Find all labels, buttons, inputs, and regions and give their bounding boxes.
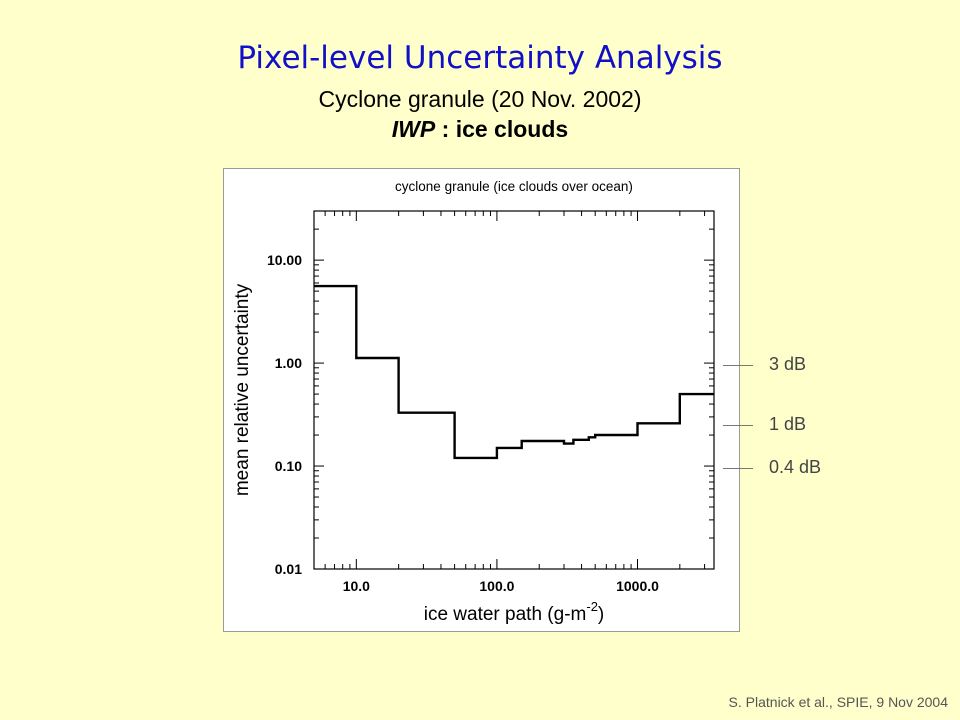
x-axis-label: ice water path (g-m-2)	[424, 599, 605, 625]
plot-frame	[313, 210, 715, 570]
y-tick-label: 0.10	[275, 458, 302, 474]
y-tick-label: 1.00	[275, 355, 302, 371]
x-tick-label: 100.0	[479, 578, 514, 594]
uncertainty-step-line	[314, 284, 714, 460]
iwp-label: IWP	[391, 116, 436, 142]
x-axis-label-end: )	[598, 604, 604, 625]
y-axis-label: mean relative uncertainty	[232, 283, 253, 496]
y-tick-label: 10.00	[267, 252, 302, 268]
slide-title: Pixel-level Uncertainty Analysis	[237, 40, 723, 76]
db-marker-line	[723, 468, 753, 470]
ice-clouds-label: : ice clouds	[435, 116, 569, 142]
db-marker-line	[723, 425, 753, 427]
tick-layer: 10.0 100.0 1000.0 0.01 0.10 1.00 10.00	[267, 210, 714, 594]
db-marker-label: 3 dB	[769, 354, 807, 375]
x-tick-label: 10.0	[343, 578, 370, 594]
slide-subtitle: Cyclone granule (20 Nov. 2002)	[318, 86, 642, 112]
chart-title: cyclone granule (ice clouds over ocean)	[395, 179, 633, 194]
x-axis-label-sup: -2	[586, 599, 598, 614]
db-marker-line	[723, 365, 753, 367]
slide-subtitle-iwp: IWP : ice clouds	[0, 116, 960, 143]
db-marker-label: 0.4 dB	[769, 457, 822, 478]
citation-credit: S. Platnick et al., SPIE, 9 Nov 2004	[728, 694, 948, 710]
x-tick-label: 1000.0	[616, 578, 659, 594]
db-marker-label: 1 dB	[769, 414, 807, 435]
figure-panel: cyclone granule (ice clouds over ocean) …	[223, 168, 740, 632]
y-tick-label: 0.01	[275, 561, 302, 577]
step-chart: cyclone granule (ice clouds over ocean) …	[232, 179, 715, 625]
x-axis-label-main: ice water path (g-m	[424, 604, 587, 625]
